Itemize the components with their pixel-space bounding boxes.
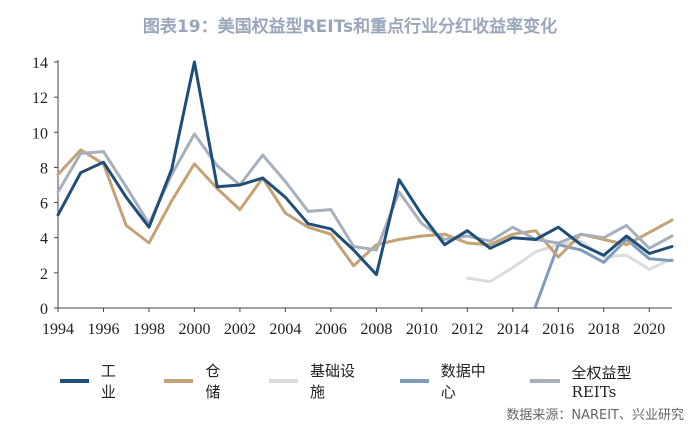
legend-item: 全权益型REITs [530,362,662,401]
x-tick-label: 2004 [269,321,301,338]
y-tick-label: 12 [32,90,48,107]
x-tick-label: 2014 [497,321,529,338]
y-tick-label: 2 [40,266,48,283]
y-tick-label: 6 [40,196,48,213]
series-lines [56,60,674,308]
x-tick-label: 2020 [633,321,665,338]
line-chart: 0 2 4 6 8 10 12 14 1994 1996 1998 2000 2002 2004 2006 2… [32,55,674,338]
legend-swatch [399,379,429,383]
series-line-1 [56,148,674,268]
x-tick-label: 2010 [406,321,438,338]
series-line-3 [534,238,674,308]
legend-item: 数据中心 [399,360,493,402]
x-tick-label: 1998 [133,321,165,338]
legend: 工业 仓储 基础设施 数据中心 全权益型REITs [60,360,700,402]
axes [54,60,672,312]
y-tick-label: 8 [40,160,48,177]
legend-swatch [530,379,560,383]
x-tick-label: 1996 [87,321,119,338]
x-tick-label: 2016 [542,321,574,338]
legend-item: 工业 [60,360,126,402]
legend-label: 工业 [100,362,116,401]
legend-label: 基础设施 [310,362,356,401]
y-tick-label: 0 [40,301,48,318]
tick-labels: 0 2 4 6 8 10 12 14 1994 1996 1998 2000 2002 2004 2006 2… [32,55,665,338]
x-tick-label: 2002 [224,321,256,338]
series-line-0 [56,60,674,277]
y-tick-label: 4 [40,231,48,248]
x-tick-label: 2006 [315,321,347,338]
x-tick-label: 2008 [360,321,392,338]
legend-item: 仓储 [164,360,230,402]
series-line-4 [56,132,674,252]
legend-swatch [268,379,299,383]
legend-label: 全权益型REITs [571,363,632,401]
source-note: 数据来源：NAREIT、兴业研究 [506,408,684,423]
y-tick-label: 14 [32,55,48,72]
x-tick-label: 2012 [451,321,483,338]
x-tick-label: 2000 [178,321,210,338]
x-tick-label: 1994 [42,321,74,338]
series-line-2 [465,239,674,284]
chart-title: 图表19：美国权益型REITs和重点行业分红收益率变化 [142,17,558,37]
legend-item: 基础设施 [268,360,362,402]
legend-label: 仓储 [205,362,221,401]
y-tick-label: 10 [32,125,48,142]
x-tick-label: 2018 [588,321,620,338]
legend-swatch [164,379,194,383]
legend-label: 数据中心 [440,362,486,401]
legend-swatch [60,379,89,383]
